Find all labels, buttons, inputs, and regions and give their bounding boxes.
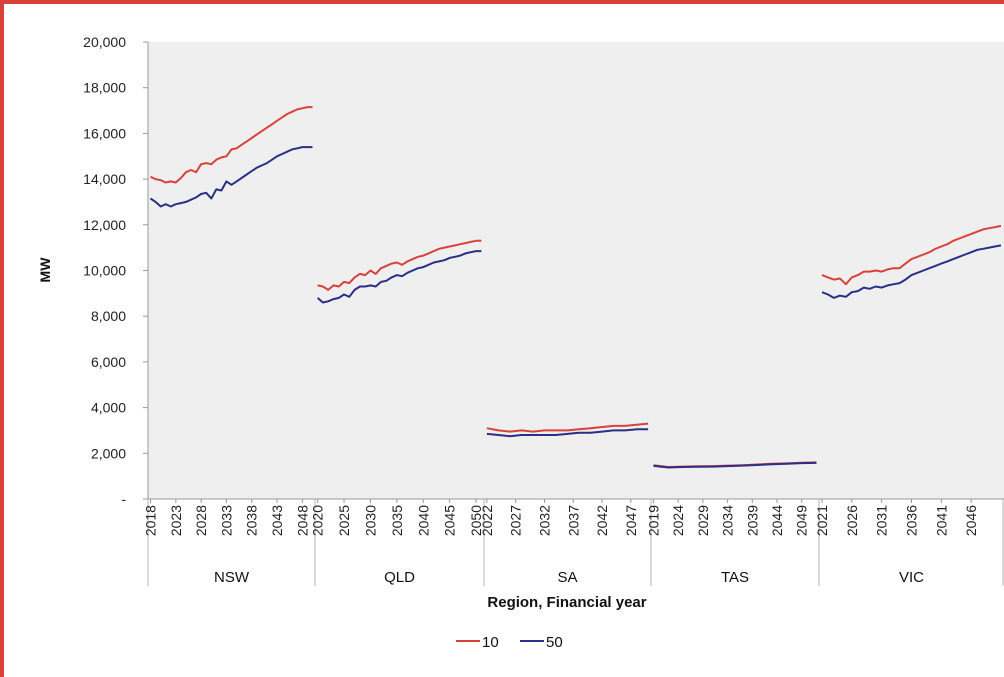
region-label: QLD — [384, 569, 415, 586]
region-label: TAS — [721, 569, 749, 586]
x-axis: 2018 2023 2028 2033 2038 2043 2048 NSW 2020 2025 2… — [143, 498, 1004, 586]
x-tick-label: 2050 — [468, 505, 484, 536]
series-line-qld-10 — [317, 239, 482, 291]
series-line-nsw-50 — [149, 146, 313, 208]
plot-area-background — [148, 42, 1004, 499]
y-tick-label: 20,000 — [83, 34, 126, 50]
x-tick-label: 2020 — [310, 505, 326, 536]
y-tick-label: 14,000 — [83, 171, 126, 187]
legend-label-50: 50 — [546, 634, 563, 651]
x-tick-label: 2022 — [479, 505, 495, 536]
region-label: SA — [557, 569, 577, 586]
series-line-qld-50 — [316, 250, 482, 304]
x-tick-label: 2025 — [336, 505, 352, 536]
x-tick-label: 2044 — [769, 505, 785, 536]
x-tick-label: 2037 — [565, 505, 581, 536]
x-tick-label: 2035 — [389, 505, 405, 536]
x-tick-label: 2028 — [193, 505, 209, 536]
x-tick-label: 2023 — [168, 505, 184, 536]
y-tick-label: 8,000 — [91, 308, 126, 324]
x-tick-label: 2026 — [844, 505, 860, 536]
x-tick-label: 2033 — [218, 505, 234, 536]
y-tick-label: 16,000 — [83, 125, 126, 141]
region-label: VIC — [899, 569, 924, 586]
x-tick-label: 2032 — [536, 505, 552, 536]
y-axis: - 2,000 4,000 6,000 8,000 10,000 12,000 14,000 1… — [83, 34, 149, 507]
x-tick-label: 2042 — [594, 505, 610, 536]
x-tick-label: 2043 — [269, 505, 285, 536]
x-tick-label: 2045 — [442, 505, 458, 536]
y-tick-label: 2,000 — [91, 445, 126, 461]
x-tick-label: 2029 — [695, 505, 711, 536]
legend: 10 50 — [456, 634, 563, 651]
x-tick-label: 2036 — [904, 505, 920, 536]
x-tick-label: 2046 — [963, 505, 979, 536]
legend-label-10: 10 — [482, 634, 499, 651]
series-line-sa-10 — [486, 422, 649, 433]
series-line-nsw-10 — [150, 106, 313, 184]
series-line-tas-50 — [653, 461, 817, 469]
y-tick-label: - — [121, 491, 126, 507]
x-tick-label: 2024 — [670, 505, 686, 536]
series-layer — [149, 106, 1002, 469]
x-tick-label: 2049 — [794, 505, 810, 536]
y-tick-label: 4,000 — [91, 400, 126, 416]
x-tick-label: 2038 — [244, 505, 260, 536]
y-tick-label: 18,000 — [83, 80, 126, 96]
x-tick-label: 2018 — [143, 505, 159, 536]
x-tick-label: 2030 — [362, 505, 378, 536]
y-axis-title: MW — [37, 257, 53, 283]
x-tick-label: 2019 — [645, 505, 661, 536]
x-tick-label: 2048 — [294, 505, 310, 536]
series-line-sa-50 — [486, 428, 649, 438]
series-line-vic-10 — [821, 224, 1002, 286]
y-tick-label: 6,000 — [91, 354, 126, 370]
y-tick-label: 10,000 — [83, 263, 126, 279]
x-tick-label: 2027 — [508, 505, 524, 536]
series-line-vic-50 — [821, 244, 1002, 299]
x-tick-label: 2041 — [933, 505, 949, 536]
x-tick-label: 2021 — [814, 505, 830, 536]
x-axis-title: Region, Financial year — [487, 594, 646, 611]
x-tick-label: 2047 — [623, 505, 639, 536]
x-tick-label: 2034 — [720, 505, 736, 536]
region-label: NSW — [214, 569, 250, 586]
y-tick-label: 12,000 — [83, 217, 126, 233]
x-tick-label: 2031 — [874, 505, 890, 536]
x-tick-label: 2040 — [415, 505, 431, 536]
x-tick-label: 2039 — [744, 505, 760, 536]
